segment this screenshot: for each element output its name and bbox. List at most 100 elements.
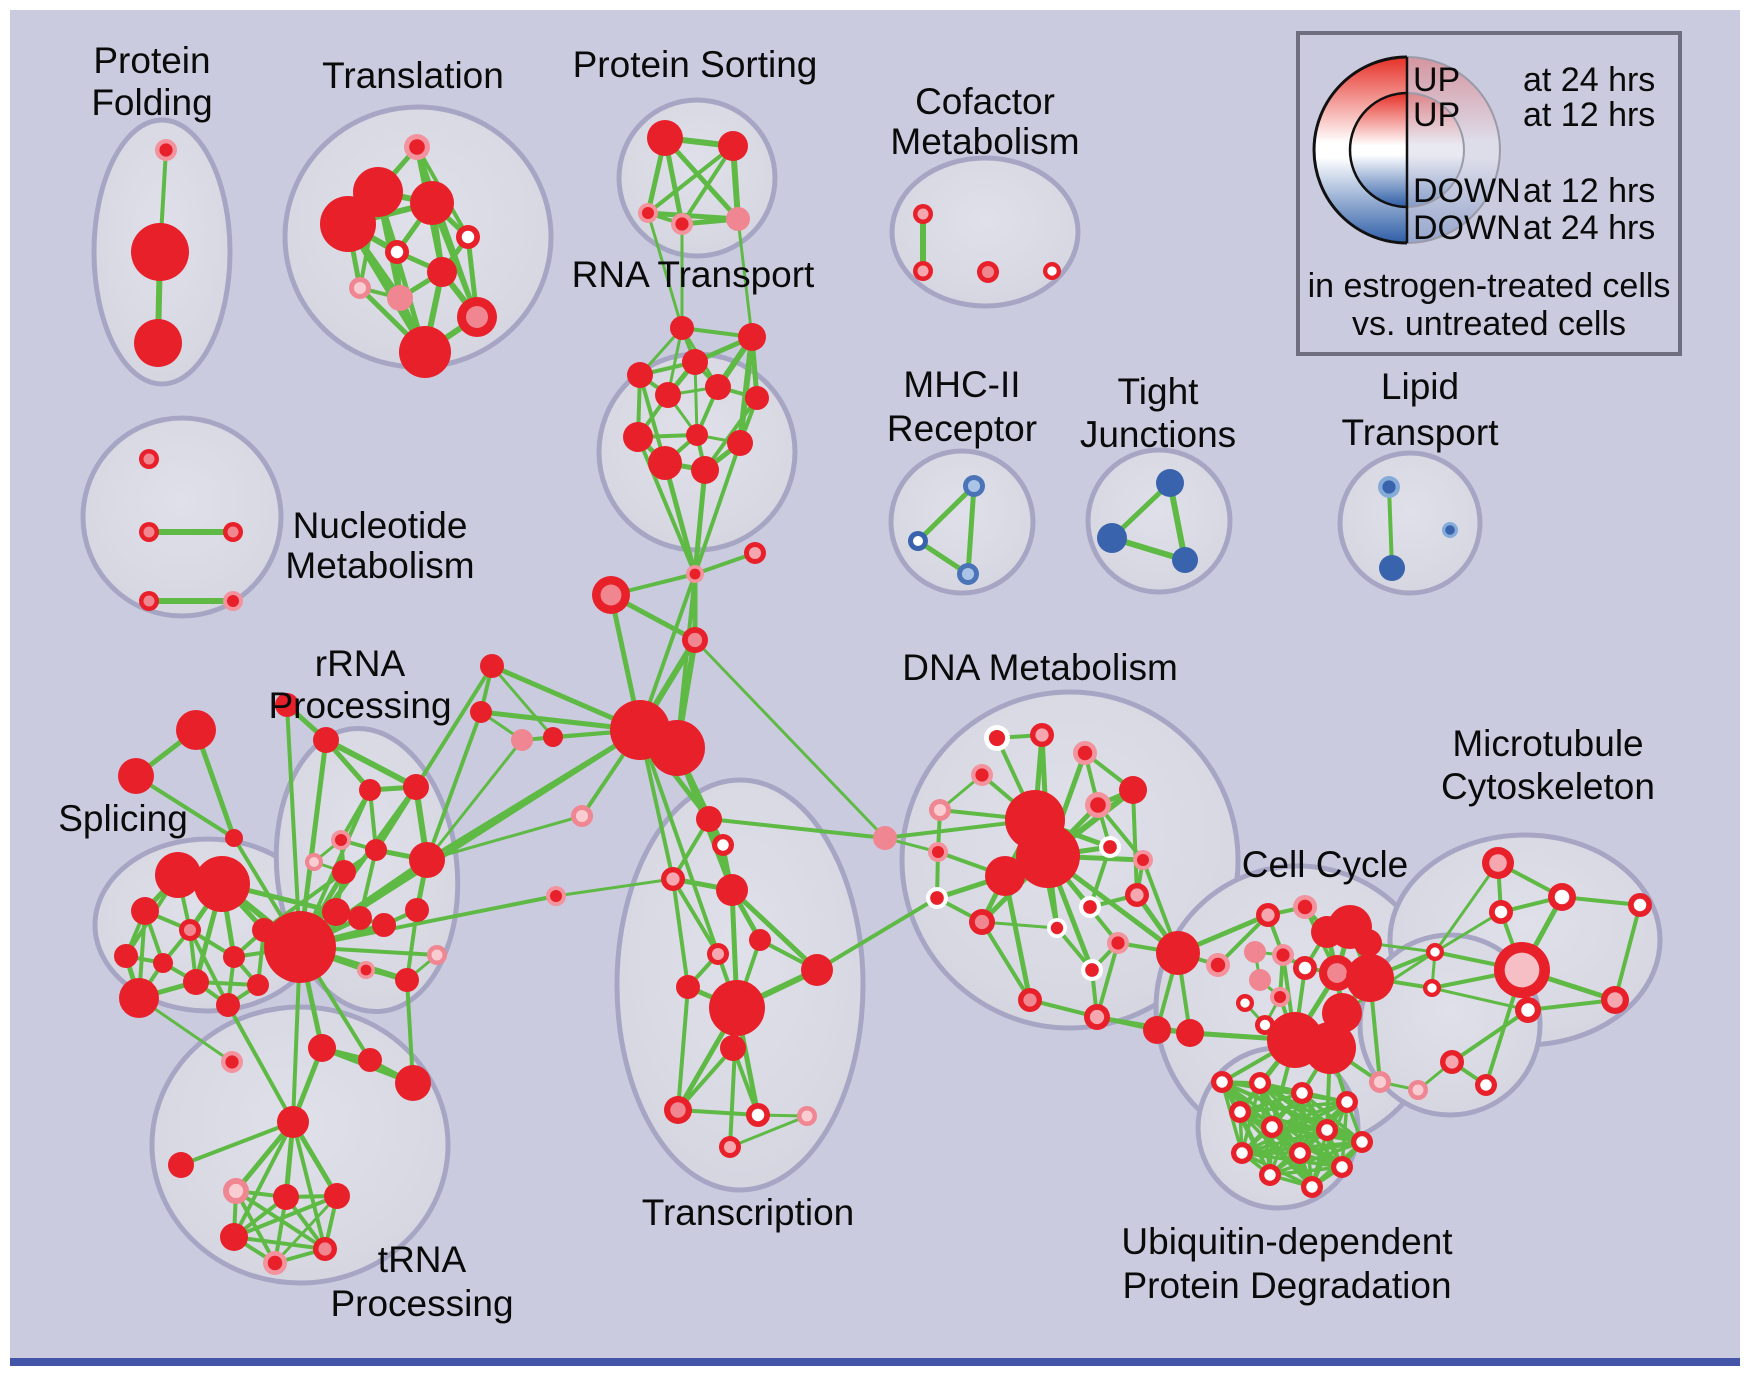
network-node — [963, 475, 985, 497]
node-center — [1445, 525, 1455, 535]
network-node — [1301, 1176, 1323, 1198]
node-outer — [1176, 1019, 1204, 1047]
network-node — [638, 203, 658, 223]
network-edge — [737, 334, 755, 446]
legend-direction-label: UP — [1413, 96, 1460, 134]
network-edge — [1220, 1080, 1302, 1155]
network-node — [1107, 932, 1129, 954]
node-center — [717, 839, 729, 851]
cluster-label-nucleotide-metabolism: Metabolism — [285, 545, 474, 586]
node-outer — [686, 424, 708, 446]
cluster-shape-microtubule-cytoskeleton — [1357, 932, 1543, 1118]
node-outer — [1249, 969, 1271, 991]
node-outer — [691, 456, 719, 484]
network-node — [1515, 997, 1541, 1023]
node-outer — [749, 929, 771, 951]
node-outer — [322, 898, 350, 926]
network-node — [1426, 943, 1444, 961]
network-edge — [980, 920, 1032, 1002]
node-center — [1210, 957, 1226, 973]
network-node — [738, 323, 766, 351]
network-node — [655, 382, 681, 408]
node-center — [1274, 991, 1286, 1003]
network-node — [395, 1065, 431, 1101]
cluster-label-rna-transport: RNA Transport — [572, 254, 815, 295]
network-node — [221, 1051, 243, 1073]
network-edge — [425, 710, 483, 862]
network-node — [264, 911, 336, 983]
network-edge — [375, 189, 428, 355]
node-outer — [332, 860, 356, 884]
node-center — [353, 281, 367, 295]
node-center — [913, 536, 923, 546]
network-node — [1628, 893, 1652, 917]
network-node — [546, 886, 566, 906]
network-node — [718, 131, 748, 161]
network-node — [223, 522, 243, 542]
legend-time-label: at 24 hrs — [1523, 61, 1655, 99]
node-center — [961, 567, 975, 581]
network-edge — [226, 1003, 295, 1124]
network-node — [176, 710, 216, 750]
network-edge — [425, 814, 584, 862]
network-node — [358, 1048, 382, 1072]
network-node — [1085, 792, 1111, 818]
node-center — [228, 1183, 244, 1199]
network-node — [647, 120, 683, 156]
network-edge — [179, 1120, 295, 1167]
cluster-label-cell-cycle: Cell Cycle — [1242, 844, 1409, 885]
network-node — [1319, 955, 1355, 991]
network-node — [155, 139, 177, 161]
network-node — [410, 181, 454, 225]
node-outer — [727, 430, 753, 456]
node-outer — [738, 323, 766, 351]
node-outer — [223, 946, 245, 968]
node-center — [1306, 1181, 1318, 1193]
network-node — [1229, 1101, 1251, 1123]
node-center — [227, 526, 239, 538]
network-node — [480, 654, 504, 678]
network-node — [357, 961, 375, 979]
network-node — [1016, 824, 1080, 888]
node-center — [1130, 888, 1144, 902]
node-center — [1023, 993, 1037, 1007]
node-center — [917, 208, 929, 220]
node-center — [1633, 898, 1647, 912]
node-center — [1103, 840, 1117, 854]
node-outer — [220, 1223, 248, 1251]
node-outer — [705, 374, 731, 400]
network-node — [1423, 979, 1441, 997]
network-node — [985, 856, 1025, 896]
network-node — [119, 978, 159, 1018]
node-center — [1327, 963, 1347, 983]
network-node — [913, 261, 933, 281]
node-outer — [264, 911, 336, 983]
node-outer — [308, 1034, 336, 1062]
network-node — [1084, 1004, 1110, 1030]
node-outer — [216, 993, 240, 1017]
network-node — [571, 805, 593, 827]
network-node — [1125, 883, 1149, 907]
node-center — [267, 1255, 283, 1271]
network-edge — [693, 441, 742, 576]
node-outer — [745, 386, 769, 410]
node-center — [1336, 1161, 1348, 1173]
network-node — [1379, 555, 1405, 581]
cluster-label-protein-folding: Folding — [91, 82, 212, 123]
cluster-label-tight-junctions: Tight — [1118, 371, 1200, 412]
network-node — [247, 974, 269, 996]
node-center — [1264, 1169, 1276, 1181]
network-edge — [965, 483, 977, 577]
network-edge — [728, 1114, 809, 1149]
network-node — [131, 223, 189, 281]
node-center — [711, 947, 725, 961]
network-node — [1293, 956, 1317, 980]
network-node — [275, 693, 299, 717]
network-node — [331, 830, 351, 850]
node-center — [1111, 936, 1125, 950]
node-center — [1234, 1106, 1246, 1118]
legend-footer-text: in estrogen-treated cells — [1308, 267, 1671, 305]
node-center — [801, 1110, 813, 1122]
node-center — [1373, 1075, 1387, 1089]
network-node — [627, 362, 653, 388]
